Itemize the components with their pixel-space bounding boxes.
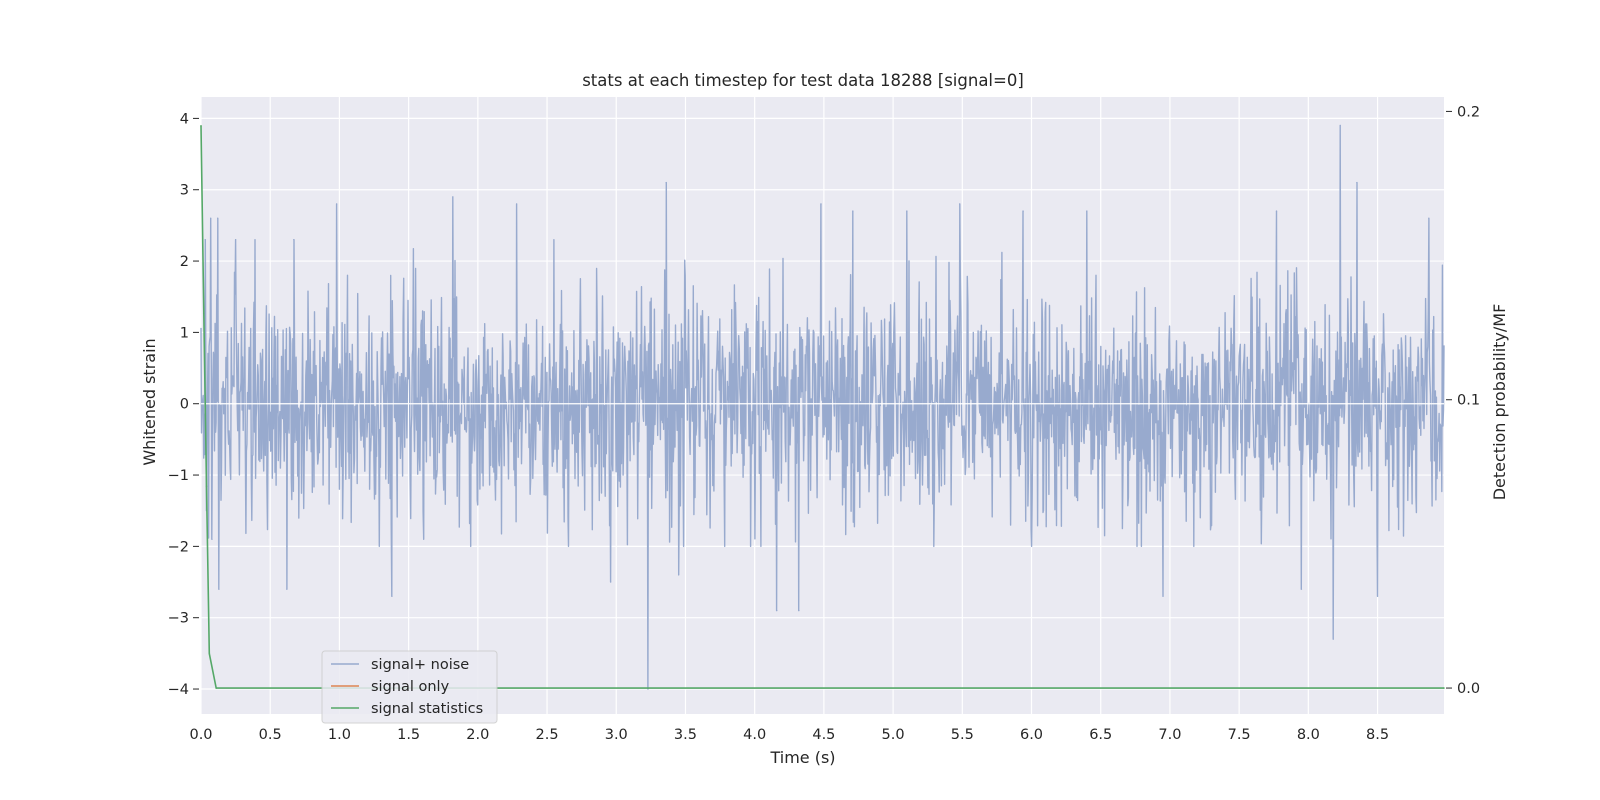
signal-statistics-point xyxy=(205,485,208,488)
y2-axis-ticks: 0.2 0.1 0.0 xyxy=(1446,104,1480,697)
y-tick-label: −2 xyxy=(168,539,189,555)
noise-spike-point xyxy=(1275,210,1278,212)
x-tick-label: 4.0 xyxy=(743,727,766,743)
x-tick-label: 4.5 xyxy=(812,727,835,743)
noise-spike-point xyxy=(1086,210,1088,212)
y-tick-label: −4 xyxy=(168,682,189,698)
noise-spike-point xyxy=(235,239,237,241)
noise-line xyxy=(200,124,1445,690)
y-tick-label: 4 xyxy=(180,111,189,127)
noise-spike-point xyxy=(1162,595,1164,597)
noise-spike-point xyxy=(286,588,288,590)
noise-spike-point xyxy=(211,538,213,540)
x-axis-label: Time (s) xyxy=(769,748,835,767)
y2-tick-label: 0.1 xyxy=(1457,393,1480,409)
noise-spike-point xyxy=(1339,124,1341,127)
noise-spike-point xyxy=(1376,595,1379,597)
y-axis-ticks: 4 3 2 1 0 −1 −2 −3 −4 xyxy=(168,111,199,698)
noise-spike-point xyxy=(1356,181,1358,184)
legend-label-signal-only: signal only xyxy=(371,679,450,695)
noise-spike-point xyxy=(336,203,338,205)
y-tick-label: −3 xyxy=(168,611,189,627)
legend-frame xyxy=(321,650,498,724)
x-tick-label: 1.5 xyxy=(397,727,420,743)
x-axis-ticks: 0.0 0.5 1.0 1.5 2.0 2.5 3.0 3.5 4.0 4.5 5.0 5.5 6.0 6… xyxy=(189,727,1389,743)
x-tick-label: 3.0 xyxy=(605,727,628,743)
x-tick-label: 3.5 xyxy=(674,727,697,743)
noise-spike-point xyxy=(820,203,822,205)
noise-spike-point xyxy=(293,239,295,241)
signal-statistics-point xyxy=(208,652,211,655)
noise-spike-point xyxy=(677,574,680,576)
noise-spike-point xyxy=(1022,210,1024,212)
y-tick-label: −1 xyxy=(168,468,189,484)
noise-spike-point xyxy=(906,210,908,212)
x-tick-label: 8.0 xyxy=(1297,727,1320,743)
y2-tick-label: 0.0 xyxy=(1457,681,1480,697)
noise-spike-point xyxy=(217,217,219,219)
chart-title: stats at each timestep for test data 182… xyxy=(582,71,1024,90)
noise-spike-point xyxy=(1300,588,1303,590)
noise-spike-point xyxy=(610,581,612,583)
noise-spike-point xyxy=(665,181,667,184)
noise-spike-point xyxy=(218,588,220,590)
noise-spike-point xyxy=(852,210,854,212)
series-signal-noise xyxy=(200,124,1445,690)
y2-axis-label: Detection probability/MF xyxy=(1490,304,1509,501)
x-tick-label: 1.0 xyxy=(328,727,351,743)
y2-tick-label: 0.2 xyxy=(1457,104,1480,120)
x-tick-label: 2.0 xyxy=(466,727,489,743)
y-tick-label: 0 xyxy=(180,397,189,413)
x-tick-label: 6.0 xyxy=(1020,727,1043,743)
x-tick-label: 0.0 xyxy=(189,727,212,743)
x-tick-label: 7.0 xyxy=(1158,727,1181,743)
y-axis-label: Whitened strain xyxy=(140,338,159,465)
y-tick-label: 3 xyxy=(180,183,189,199)
x-tick-label: 6.5 xyxy=(1089,727,1112,743)
noise-spike-point xyxy=(452,196,454,198)
signal-statistics-point xyxy=(200,125,202,127)
x-tick-label: 8.5 xyxy=(1366,727,1389,743)
signal-statistics-point xyxy=(215,687,218,689)
legend-label-signal-statistics: signal statistics xyxy=(371,701,483,717)
noise-spike-point xyxy=(798,609,800,612)
noise-spike-point xyxy=(210,217,212,219)
x-tick-label: 0.5 xyxy=(259,727,282,743)
noise-spike-point xyxy=(515,203,518,205)
y-tick-label: 1 xyxy=(180,325,189,341)
legend: signal+ noise signal only signal statist… xyxy=(321,650,498,724)
signal-statistics-point xyxy=(1443,687,1445,689)
x-tick-label: 5.5 xyxy=(951,727,974,743)
noise-spike-point xyxy=(204,239,206,241)
noise-spike-point xyxy=(1428,217,1430,219)
x-tick-label: 2.5 xyxy=(536,727,559,743)
noise-spike-point xyxy=(776,609,778,612)
y-tick-label: 2 xyxy=(180,254,189,270)
x-tick-label: 7.5 xyxy=(1228,727,1251,743)
noise-spike-point xyxy=(958,203,961,205)
signal-statistics-point xyxy=(202,312,205,315)
x-tick-label: 5.0 xyxy=(882,727,905,743)
noise-spike-point xyxy=(1332,638,1334,640)
noise-spike-point xyxy=(391,595,393,597)
legend-label-signal-noise: signal+ noise xyxy=(371,657,469,673)
